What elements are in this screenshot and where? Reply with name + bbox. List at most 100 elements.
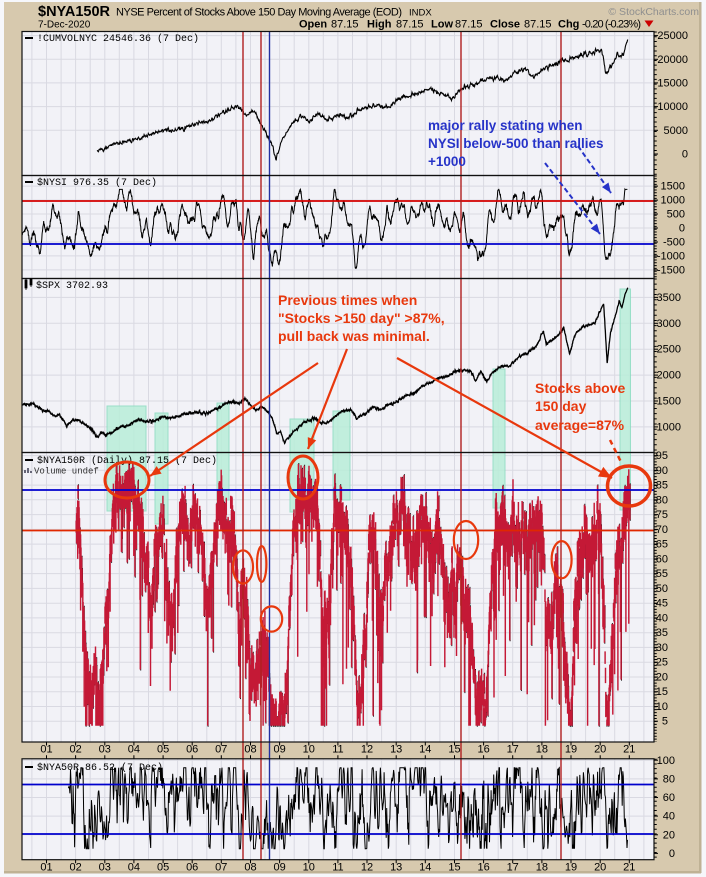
svg-text:20000: 20000 — [657, 54, 688, 66]
svg-text:20: 20 — [663, 829, 675, 841]
svg-text:15: 15 — [656, 686, 668, 698]
svg-text:16: 16 — [477, 862, 489, 874]
svg-text:20: 20 — [656, 672, 668, 684]
svg-text:95: 95 — [656, 450, 668, 462]
svg-text:06: 06 — [186, 862, 198, 874]
svg-text:pull back was minimal.: pull back was minimal. — [278, 328, 430, 344]
svg-text:100: 100 — [657, 755, 675, 767]
svg-text:NYSI below-500 than rallies: NYSI below-500 than rallies — [428, 136, 604, 151]
svg-text:$SPX 3702.93: $SPX 3702.93 — [36, 280, 108, 292]
svg-text:0: 0 — [679, 223, 685, 235]
svg-text:500: 500 — [667, 209, 685, 221]
svg-text:25000: 25000 — [657, 30, 688, 42]
svg-text:60: 60 — [663, 792, 675, 804]
svg-text:-1500: -1500 — [657, 264, 685, 276]
svg-text:-1000: -1000 — [657, 250, 685, 262]
svg-text:80: 80 — [663, 773, 675, 785]
svg-text:5: 5 — [662, 716, 668, 728]
svg-text:25: 25 — [656, 657, 668, 669]
svg-text:16: 16 — [477, 744, 489, 756]
svg-text:05: 05 — [157, 744, 169, 756]
svg-text:NYSE Percent of Stocks Above 1: NYSE Percent of Stocks Above 150 Day Mov… — [116, 7, 402, 19]
svg-text:30: 30 — [656, 642, 668, 654]
svg-text:80: 80 — [656, 494, 668, 506]
svg-text:21: 21 — [623, 862, 635, 874]
svg-text:1000: 1000 — [657, 421, 681, 433]
svg-text:05: 05 — [157, 862, 169, 874]
svg-text:3000: 3000 — [657, 318, 681, 330]
svg-text:03: 03 — [99, 744, 111, 756]
svg-text:11: 11 — [332, 862, 343, 874]
svg-text:Stocks above: Stocks above — [535, 380, 625, 396]
svg-text:INDX: INDX — [409, 8, 432, 19]
svg-text:average=87%: average=87% — [535, 417, 625, 433]
svg-text:$NYSI 976.35 (7 Dec): $NYSI 976.35 (7 Dec) — [37, 177, 157, 189]
svg-text:04: 04 — [128, 744, 140, 756]
svg-text:14: 14 — [419, 744, 431, 756]
svg-text:$NYA50R 86.52 (7 Dec): $NYA50R 86.52 (7 Dec) — [37, 762, 163, 774]
svg-text:02: 02 — [69, 744, 81, 756]
svg-text:© StockCharts.com: © StockCharts.com — [608, 6, 699, 18]
svg-text:"Stocks >150 day" >87%,: "Stocks >150 day" >87%, — [278, 310, 445, 326]
svg-text:06: 06 — [186, 744, 198, 756]
svg-text:!CUMVOLNYC 24546.36 (7 Dec): !CUMVOLNYC 24546.36 (7 Dec) — [37, 33, 199, 45]
svg-text:90: 90 — [656, 465, 668, 477]
svg-text:2000: 2000 — [657, 370, 681, 382]
svg-text:08: 08 — [244, 744, 256, 756]
svg-text:01: 01 — [40, 744, 52, 756]
svg-text:18: 18 — [536, 744, 548, 756]
svg-text:1500: 1500 — [657, 396, 681, 408]
svg-text:15000: 15000 — [657, 77, 688, 89]
svg-text:75: 75 — [656, 509, 668, 521]
svg-text:17: 17 — [507, 744, 519, 756]
svg-text:20: 20 — [594, 862, 606, 874]
svg-text:5000: 5000 — [664, 125, 688, 137]
svg-text:12: 12 — [361, 862, 373, 874]
svg-text:Volume undef: Volume undef — [34, 467, 99, 477]
svg-text:11: 11 — [332, 744, 343, 756]
svg-text:3500: 3500 — [657, 292, 681, 304]
svg-text:03: 03 — [99, 862, 111, 874]
svg-text:0: 0 — [682, 149, 688, 161]
svg-text:150 day: 150 day — [535, 398, 587, 414]
svg-text:+1000: +1000 — [428, 154, 466, 169]
svg-text:major rally stating when: major rally stating when — [428, 118, 583, 133]
svg-text:50: 50 — [656, 583, 668, 595]
svg-text:01: 01 — [40, 862, 52, 874]
svg-text:09: 09 — [273, 862, 285, 874]
svg-text:45: 45 — [656, 598, 668, 610]
svg-text:09: 09 — [273, 744, 285, 756]
svg-text:10: 10 — [303, 744, 315, 756]
svg-text:85: 85 — [656, 480, 668, 492]
svg-text:12: 12 — [361, 744, 373, 756]
svg-text:60: 60 — [656, 553, 668, 565]
svg-text:08: 08 — [244, 862, 256, 874]
svg-text:07: 07 — [215, 744, 227, 756]
svg-text:0: 0 — [669, 848, 675, 860]
svg-text:19: 19 — [565, 862, 577, 874]
svg-text:2500: 2500 — [657, 344, 681, 356]
svg-text:65: 65 — [656, 539, 668, 551]
svg-text:$NYA150R: $NYA150R — [38, 4, 111, 20]
svg-text:-500: -500 — [663, 237, 685, 249]
svg-text:13: 13 — [390, 744, 402, 756]
svg-text:13: 13 — [390, 862, 402, 874]
svg-text:17: 17 — [507, 862, 519, 874]
svg-text:40: 40 — [656, 612, 668, 624]
svg-text:07: 07 — [215, 862, 227, 874]
svg-text:04: 04 — [128, 862, 140, 874]
svg-text:10: 10 — [303, 862, 315, 874]
svg-text:1500: 1500 — [661, 181, 685, 193]
svg-text:02: 02 — [69, 862, 81, 874]
svg-text:1000: 1000 — [661, 195, 685, 207]
svg-text:70: 70 — [656, 524, 668, 536]
svg-text:35: 35 — [656, 627, 668, 639]
svg-text:19: 19 — [565, 744, 577, 756]
svg-text:55: 55 — [656, 568, 668, 580]
svg-text:40: 40 — [663, 811, 675, 823]
svg-text:21: 21 — [623, 744, 635, 756]
svg-text:Previous times when: Previous times when — [278, 292, 417, 308]
svg-text:15: 15 — [448, 744, 460, 756]
svg-text:7-Dec-2020: 7-Dec-2020 — [38, 20, 91, 31]
